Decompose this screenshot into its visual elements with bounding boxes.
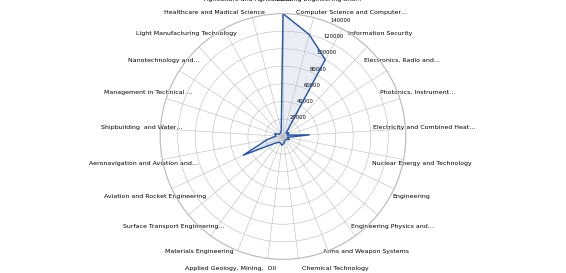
Polygon shape	[243, 14, 325, 155]
